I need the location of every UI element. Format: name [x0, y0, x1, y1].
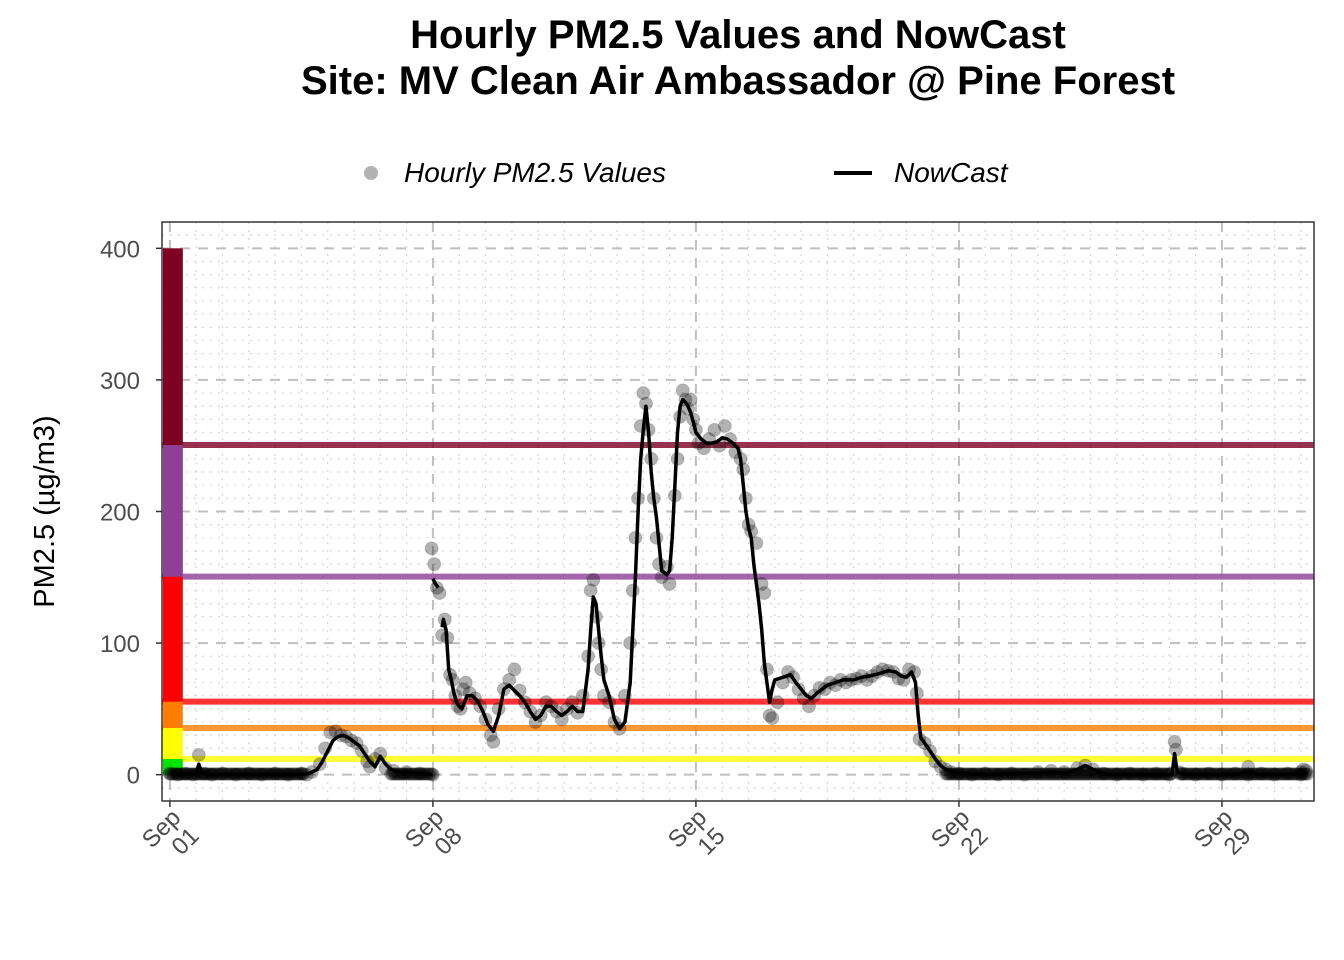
- data-point: [583, 583, 598, 598]
- aqi-bar-segment: [163, 727, 183, 759]
- nowcast-lines: [169, 397, 1307, 777]
- major-grid: [162, 222, 1314, 801]
- data-point: [1167, 734, 1182, 749]
- aqi-bar-segment: [163, 248, 183, 446]
- chart-title: Hourly PM2.5 Values and NowCast: [410, 13, 1066, 57]
- data-point: [770, 695, 785, 710]
- legend-point-swatch: [364, 166, 378, 180]
- nowcast-line: [431, 577, 440, 589]
- data-point: [432, 586, 447, 601]
- data-point: [717, 418, 732, 433]
- aqi-bar-segment: [163, 576, 183, 702]
- data-point: [1081, 767, 1095, 781]
- legend-line-swatch: [834, 171, 872, 175]
- legend-label-nowcast: NowCast: [894, 157, 1008, 188]
- data-point: [191, 747, 206, 762]
- chart-subtitle: Site: MV Clean Air Ambassador @ Pine For…: [300, 59, 1176, 103]
- data-point: [507, 662, 522, 677]
- data-point: [554, 712, 569, 727]
- data-point: [458, 675, 473, 690]
- data-point: [662, 576, 677, 591]
- data-point: [707, 422, 722, 437]
- data-point: [486, 734, 501, 749]
- y-tick-label: 200: [100, 500, 140, 527]
- y-axis-label: PM2.5 (µg/m3): [29, 415, 61, 607]
- data-point: [1241, 767, 1255, 781]
- data-point: [1079, 767, 1093, 781]
- data-point: [424, 541, 439, 556]
- aqi-bar-segment: [163, 701, 183, 728]
- data-point: [323, 725, 338, 740]
- data-point: [456, 682, 471, 697]
- y-tick-label: 300: [100, 368, 140, 395]
- aqi-bar-segment: [163, 445, 183, 577]
- data-point: [802, 699, 817, 714]
- data-point: [675, 383, 690, 398]
- data-point: [1078, 767, 1092, 781]
- data-point: [762, 708, 777, 723]
- data-point: [427, 557, 442, 572]
- data-point: [586, 572, 601, 587]
- data-point: [1299, 767, 1313, 781]
- data-point: [565, 695, 580, 710]
- data-point: [765, 711, 780, 726]
- y-axis-ticks: 0 100 200 300 400: [100, 236, 162, 790]
- legend-item-hourly: Hourly PM2.5 Values: [364, 150, 666, 196]
- legend-item-nowcast: NowCast: [834, 150, 1008, 196]
- y-tick-label: 100: [100, 631, 140, 658]
- legend: Hourly PM2.5 Values NowCast: [0, 150, 1344, 200]
- data-point: [636, 386, 651, 401]
- aqi-threshold-lines: [162, 442, 1314, 762]
- data-point: [1076, 767, 1090, 781]
- data-point: [623, 636, 638, 651]
- y-tick-label: 0: [127, 763, 140, 790]
- aqi-bar-segment: [163, 758, 183, 775]
- nowcast-line: [169, 733, 434, 777]
- y-tick-label: 400: [100, 236, 140, 263]
- nowcast-line: [440, 397, 1307, 777]
- aqi-color-bar: [163, 248, 183, 775]
- legend-label-hourly: Hourly PM2.5 Values: [404, 157, 666, 188]
